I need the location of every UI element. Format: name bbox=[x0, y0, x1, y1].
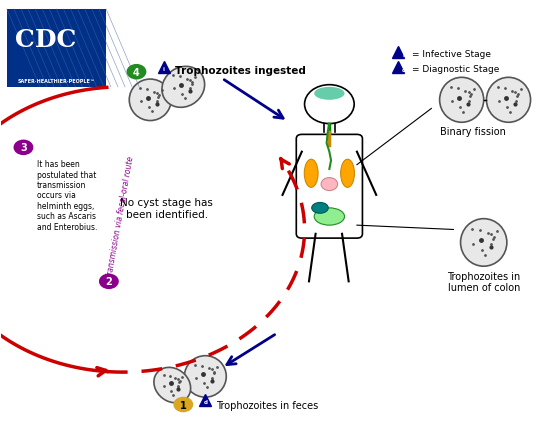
Circle shape bbox=[173, 397, 193, 412]
Text: 3: 3 bbox=[20, 143, 27, 153]
Text: d: d bbox=[203, 399, 207, 404]
Circle shape bbox=[99, 274, 119, 289]
Ellipse shape bbox=[460, 219, 507, 266]
Ellipse shape bbox=[129, 80, 171, 121]
Text: 4: 4 bbox=[133, 68, 140, 78]
Ellipse shape bbox=[154, 368, 191, 403]
Ellipse shape bbox=[440, 78, 484, 123]
Text: = Diagnostic Stage: = Diagnostic Stage bbox=[412, 65, 499, 74]
Ellipse shape bbox=[162, 67, 204, 108]
Text: Transmission via fecal-oral route: Transmission via fecal-oral route bbox=[105, 155, 135, 279]
Text: It has been
postulated that
transmission
occurs via
helminth eggs,
such as Ascar: It has been postulated that transmission… bbox=[37, 160, 98, 231]
Text: 2: 2 bbox=[105, 277, 112, 287]
Text: d: d bbox=[402, 68, 406, 73]
Ellipse shape bbox=[312, 203, 329, 214]
Text: CDC: CDC bbox=[15, 28, 76, 52]
Text: = Infective Stage: = Infective Stage bbox=[412, 50, 491, 59]
Text: Trophozoites in
lumen of colon: Trophozoites in lumen of colon bbox=[447, 271, 520, 293]
Text: No cyst stage has
been identified.: No cyst stage has been identified. bbox=[120, 197, 213, 219]
Circle shape bbox=[13, 140, 33, 156]
Text: SAFER·HEALTHIER·PEOPLE™: SAFER·HEALTHIER·PEOPLE™ bbox=[18, 79, 95, 84]
FancyBboxPatch shape bbox=[7, 10, 106, 88]
Ellipse shape bbox=[304, 160, 318, 188]
Text: Trophozoites ingested: Trophozoites ingested bbox=[175, 66, 306, 76]
Ellipse shape bbox=[314, 208, 345, 226]
Ellipse shape bbox=[184, 356, 226, 397]
Ellipse shape bbox=[341, 160, 355, 188]
Text: Binary fission: Binary fission bbox=[440, 126, 506, 136]
Ellipse shape bbox=[314, 88, 345, 101]
Circle shape bbox=[126, 65, 146, 80]
Text: 1: 1 bbox=[180, 400, 187, 410]
Text: Trophozoites in feces: Trophozoites in feces bbox=[217, 400, 319, 410]
Text: i: i bbox=[403, 53, 405, 58]
Ellipse shape bbox=[486, 78, 531, 123]
Text: i: i bbox=[163, 67, 165, 72]
Circle shape bbox=[321, 178, 337, 191]
